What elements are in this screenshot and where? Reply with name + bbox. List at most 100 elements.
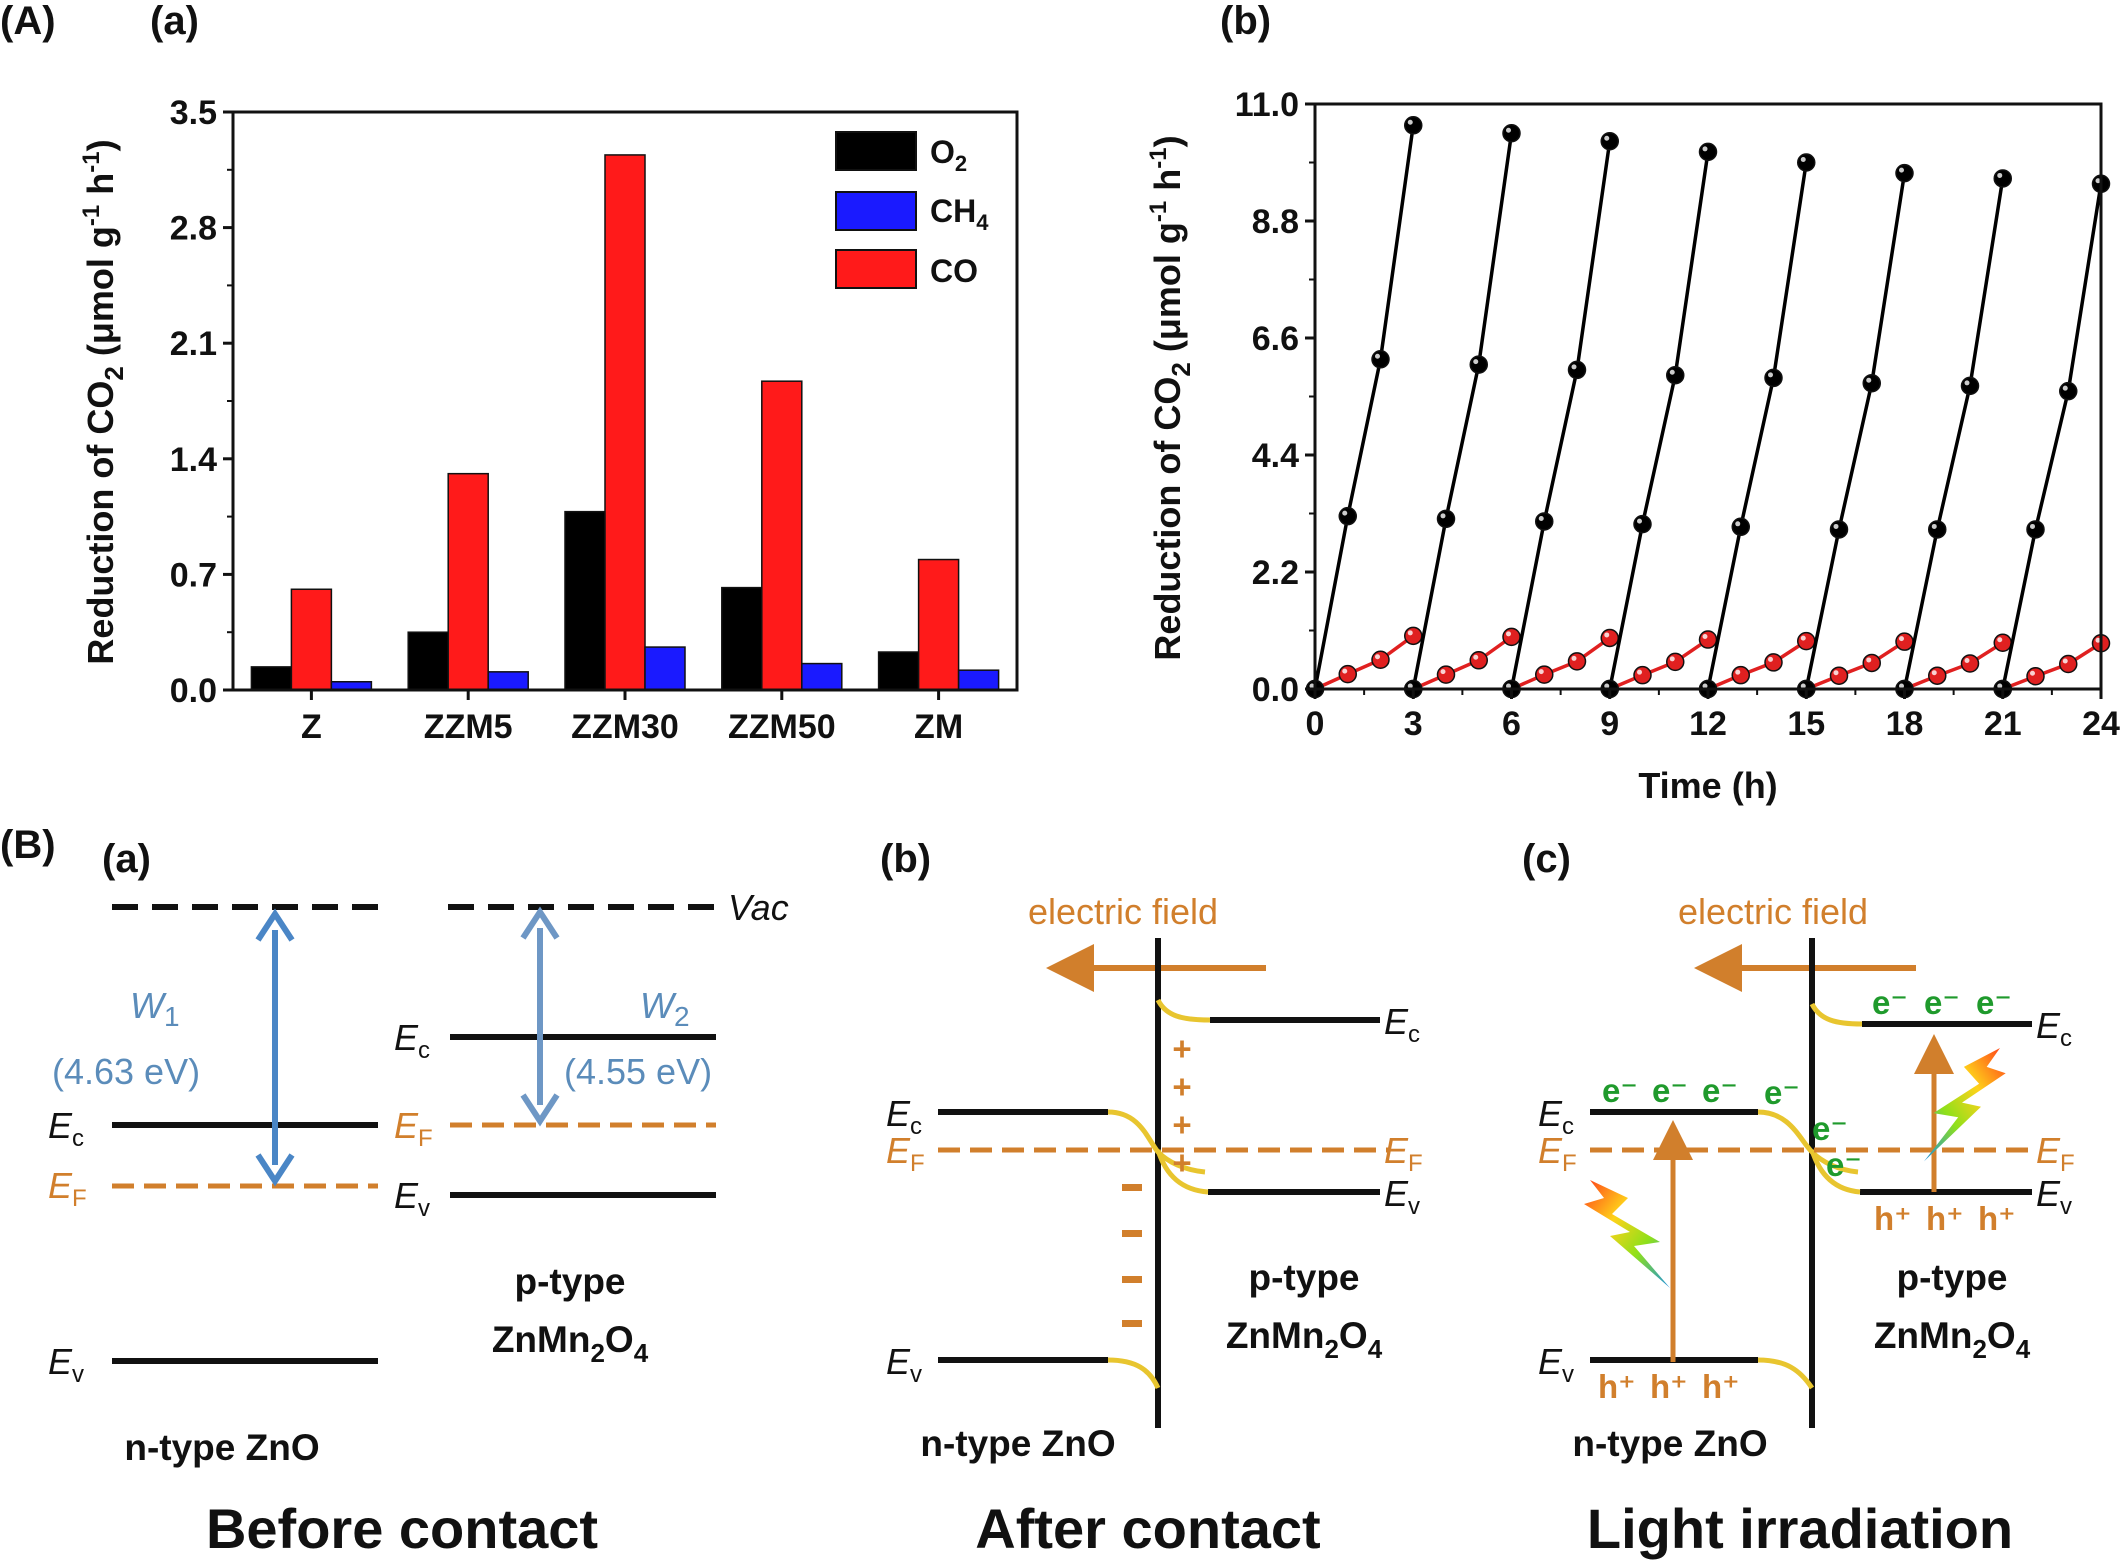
data-point [1764, 653, 1783, 672]
bar-o2-zzm30 [564, 510, 606, 691]
diagram-light-irradiation: electric field e⁻ e⁻ e⁻ e⁻ e⁻ e⁻ e⁻ e⁻ e… [1538, 891, 2075, 1560]
data-point [1862, 653, 1881, 673]
y-tick-label: 0.0 [1252, 671, 1299, 709]
bar-o2-zzm5 [407, 631, 449, 691]
n-type-label-b: n-type ZnO [920, 1423, 1115, 1464]
data-point [2059, 381, 2078, 401]
data-point [1469, 651, 1488, 670]
p-type-material-c: ZnMn2O4 [1874, 1315, 2031, 1364]
x-tick-label: 21 [1984, 705, 2022, 743]
svg-text:h⁺: h⁺ [1702, 1368, 1740, 1405]
panel-label-Bc: (c) [1522, 837, 1571, 881]
data-point [1371, 350, 1390, 369]
svg-text:h⁺: h⁺ [1926, 1200, 1964, 1237]
data-point [2026, 520, 2045, 539]
vac-label: Vac [728, 887, 789, 928]
series-line-cycle [2002, 641, 2102, 691]
ev-label-p: Ev [394, 1175, 430, 1222]
light-bolt-icon [1584, 1180, 1670, 1288]
data-point [1764, 368, 1783, 388]
data-point [1862, 373, 1881, 393]
svg-text:e⁻: e⁻ [1976, 984, 2012, 1021]
series-line-cycle [1805, 640, 1906, 691]
n-type-label-c: n-type ZnO [1572, 1423, 1767, 1464]
x-tick-label: 24 [2082, 705, 2120, 743]
positive-charges: + + + + [1172, 1030, 1191, 1181]
y-tick-label: 8.8 [1252, 203, 1299, 241]
data-point [1731, 665, 1750, 685]
bar-chart: Z ZZM5 ZZM30 ZZM50 ZM 0.0 0.7 1.4 2.1 2.8 3.5 O2 C… [78, 94, 1019, 746]
svg-text:h⁺: h⁺ [1650, 1368, 1688, 1405]
legend-label-o2: O2 [930, 134, 967, 176]
data-point [1698, 142, 1718, 162]
electric-field-label-c: electric field [1678, 891, 1868, 932]
electrons: e⁻ e⁻ e⁻ e⁻ e⁻ e⁻ e⁻ e⁻ e⁻ [1602, 984, 2012, 1183]
data-point [1600, 131, 1619, 151]
p-type-label-b: p-type [1249, 1257, 1360, 1298]
series-line-cycle [1609, 638, 1709, 691]
ec-label-p-c: Ec [2036, 1005, 2072, 1052]
bar-co-zm [917, 558, 960, 691]
y-tick-label: 3.5 [170, 94, 217, 132]
data-point [1633, 514, 1652, 534]
bar-co-zzm30 [604, 154, 646, 691]
data-point [1960, 654, 1980, 673]
caption-after-contact: After contact [975, 1497, 1320, 1560]
svg-text:+: + [1172, 1144, 1191, 1181]
y-tick-label: 0.0 [170, 672, 217, 710]
x-tick-label: Z [301, 708, 322, 746]
x-tick-label: 6 [1502, 705, 1521, 743]
bar-ch4-zzm30 [644, 646, 686, 691]
ef-label-p-b: EF [1384, 1130, 1423, 1177]
bar-co-z [290, 588, 333, 691]
caption-before-contact: Before contact [206, 1497, 598, 1560]
y-tick-label: 2.2 [1252, 554, 1299, 592]
data-point [2026, 666, 2045, 686]
y-tick-label: 6.6 [1252, 320, 1299, 358]
svg-text:h⁺: h⁺ [1874, 1200, 1912, 1237]
data-point [1895, 163, 1914, 183]
ef-label-n: EF [48, 1165, 87, 1212]
y-tick-label: 1.4 [170, 441, 217, 479]
series-line-cycle [1412, 635, 1513, 691]
y-tick-label: 0.7 [170, 556, 217, 594]
data-point [1829, 520, 1849, 539]
ef-label-n-b: EF [886, 1130, 925, 1177]
series-line-cycle [1411, 133, 1514, 690]
line-chart-xlabel: Time (h) [1638, 765, 1777, 806]
data-point [1469, 355, 1488, 374]
data-point [1829, 666, 1849, 685]
data-point [2059, 654, 2078, 674]
line-chart-frame [1313, 102, 2103, 691]
line-chart-ylabel: Reduction of CO2 (μmol g-1 h-1) [1145, 135, 1196, 660]
series-line-cycle [2001, 183, 2103, 690]
bar-ch4-zzm50 [801, 662, 843, 691]
svg-text:e⁻: e⁻ [1652, 1072, 1688, 1109]
data-point [1371, 650, 1390, 669]
series-line-cycle [1510, 636, 1611, 691]
ev-label-n: Ev [48, 1341, 84, 1388]
ec-label-p: Ec [394, 1017, 430, 1064]
series-line-cycle [1707, 639, 1808, 691]
bar-o2-zzm50 [721, 586, 763, 691]
data-point [1404, 116, 1423, 135]
x-tick-label: ZZM30 [571, 708, 679, 746]
ec-label-p-b: Ec [1384, 1001, 1420, 1048]
svg-text:e⁻: e⁻ [1826, 1146, 1862, 1183]
legend-label-ch4: CH4 [930, 193, 989, 235]
svg-text:+: + [1172, 1030, 1191, 1067]
y-tick-label: 2.1 [170, 325, 217, 363]
legend-swatch-ch4 [835, 191, 917, 231]
data-point [1895, 632, 1914, 651]
data-point [1338, 664, 1357, 684]
svg-text:e⁻: e⁻ [1602, 1072, 1638, 1109]
data-point [1600, 628, 1619, 648]
series-line-cycle [1902, 178, 2005, 690]
x-tick-label: ZZM50 [728, 708, 836, 746]
data-point [1436, 665, 1456, 684]
ev-label-p-c: Ev [2036, 1173, 2072, 1220]
svg-text:e⁻: e⁻ [1872, 984, 1908, 1021]
svg-text:h⁺: h⁺ [1978, 1200, 2016, 1237]
ev-label-n-c: Ev [1538, 1341, 1574, 1388]
data-point [1797, 153, 1816, 172]
